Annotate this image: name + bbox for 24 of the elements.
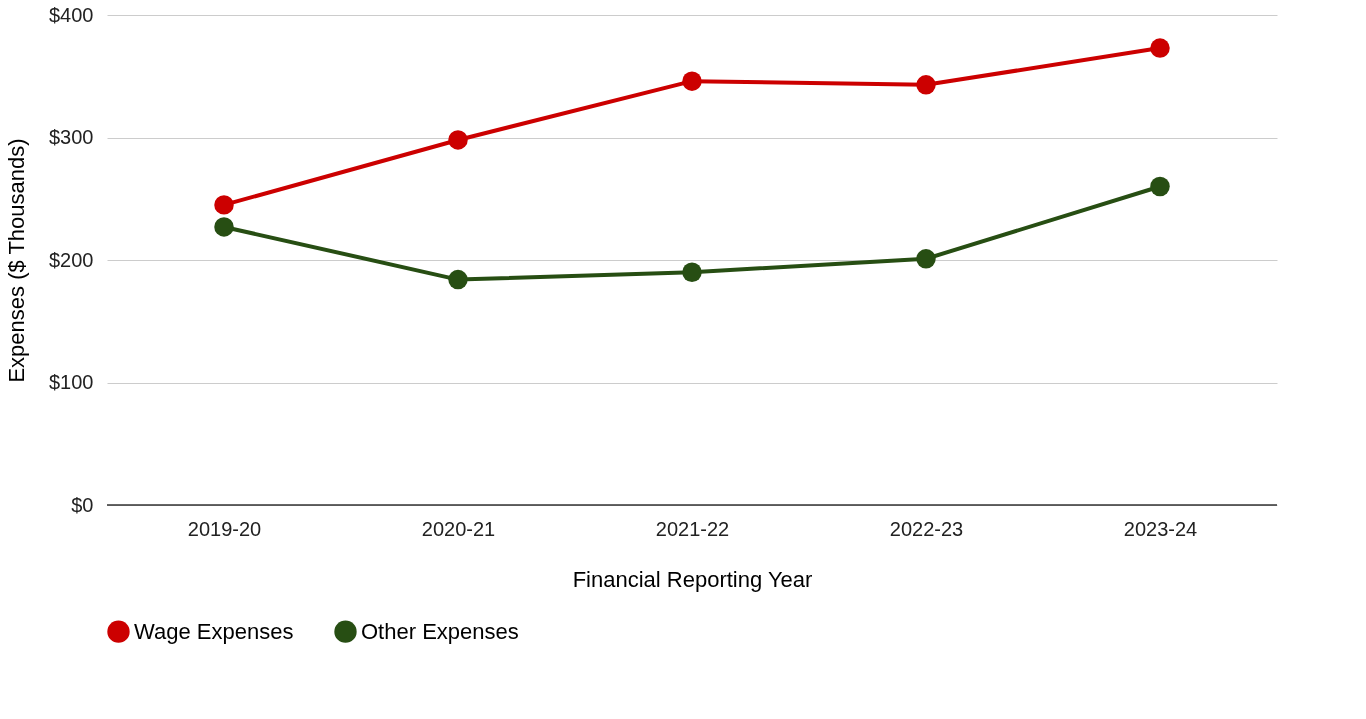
legend-label: Other Expenses <box>361 618 519 644</box>
legend-label: Wage Expenses <box>134 618 294 644</box>
point <box>214 217 234 237</box>
x-tick-label: 2021-22 <box>655 517 730 540</box>
x-tick-label: 2020-21 <box>421 517 496 540</box>
point <box>682 71 702 91</box>
x-tick-label: 2023-24 <box>1123 517 1198 540</box>
y-tick-label: $0 <box>71 493 94 516</box>
point <box>916 249 936 269</box>
point <box>1150 176 1170 197</box>
y-tick-label: $400 <box>49 3 94 26</box>
point <box>448 269 468 290</box>
point <box>214 195 234 215</box>
point <box>448 130 468 150</box>
y-tick-label: $200 <box>49 248 94 271</box>
y-tick-label: $300 <box>49 126 94 148</box>
point <box>1150 38 1170 58</box>
point <box>916 75 936 95</box>
x-tick-label: 2019-20 <box>187 517 262 540</box>
y-axis-title: Expenses ($ Thousands) <box>4 138 30 383</box>
x-tick-label: 2022-23 <box>889 517 964 540</box>
x-axis-title: Financial Reporting Year <box>572 566 813 592</box>
point <box>682 262 702 282</box>
y-tick-label: $100 <box>49 371 94 393</box>
